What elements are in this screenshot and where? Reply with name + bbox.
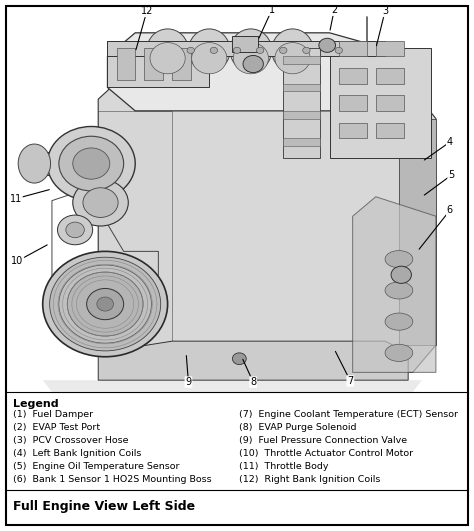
Ellipse shape	[385, 313, 413, 330]
Ellipse shape	[189, 29, 230, 72]
Bar	[329, 48, 431, 158]
Text: 7: 7	[347, 376, 354, 386]
Ellipse shape	[272, 29, 313, 72]
Ellipse shape	[319, 38, 336, 53]
Polygon shape	[399, 119, 436, 345]
Ellipse shape	[59, 265, 151, 343]
Ellipse shape	[280, 47, 287, 54]
Text: 6: 6	[447, 205, 453, 216]
Ellipse shape	[43, 251, 168, 357]
Bar	[376, 95, 403, 111]
Bar	[108, 41, 209, 88]
Bar	[283, 138, 320, 146]
Ellipse shape	[233, 47, 241, 54]
Ellipse shape	[147, 29, 189, 72]
Text: 3: 3	[382, 6, 388, 16]
Bar	[376, 68, 403, 83]
Bar	[117, 48, 135, 80]
Ellipse shape	[256, 47, 264, 54]
Ellipse shape	[59, 136, 124, 191]
Ellipse shape	[187, 47, 194, 54]
Polygon shape	[43, 380, 422, 392]
Bar	[339, 41, 366, 56]
Text: 12: 12	[141, 6, 153, 16]
Ellipse shape	[83, 188, 118, 217]
Ellipse shape	[57, 215, 92, 245]
Ellipse shape	[275, 42, 310, 74]
Text: 4: 4	[447, 137, 453, 147]
Text: Legend: Legend	[13, 399, 58, 409]
Bar	[283, 83, 320, 91]
Text: (12)  Right Bank Ignition Coils: (12) Right Bank Ignition Coils	[239, 475, 381, 484]
Text: (10)  Throttle Actuator Control Motor: (10) Throttle Actuator Control Motor	[239, 449, 413, 458]
Ellipse shape	[97, 297, 113, 311]
Bar	[376, 123, 403, 138]
Text: Full Engine View Left Side: Full Engine View Left Side	[13, 500, 195, 513]
Text: (2)  EVAP Test Port: (2) EVAP Test Port	[13, 423, 100, 432]
Ellipse shape	[233, 42, 268, 74]
Ellipse shape	[18, 144, 51, 183]
Ellipse shape	[243, 55, 264, 73]
Ellipse shape	[87, 288, 124, 320]
Bar	[376, 41, 403, 56]
Polygon shape	[98, 111, 172, 345]
Polygon shape	[108, 33, 385, 111]
Bar	[34, 152, 77, 175]
Text: (3)  PCV Crossover Hose: (3) PCV Crossover Hose	[13, 436, 128, 445]
Polygon shape	[98, 341, 408, 380]
Bar	[283, 56, 320, 64]
Bar	[283, 111, 320, 119]
Bar	[283, 48, 320, 158]
Text: (4)  Left Bank Ignition Coils: (4) Left Bank Ignition Coils	[13, 449, 141, 458]
Ellipse shape	[335, 47, 343, 54]
Text: 8: 8	[250, 377, 256, 387]
Text: (1)  Fuel Damper: (1) Fuel Damper	[13, 409, 93, 418]
Bar	[172, 48, 191, 80]
Ellipse shape	[232, 353, 246, 365]
Text: (6)  Bank 1 Sensor 1 HO2S Mounting Boss: (6) Bank 1 Sensor 1 HO2S Mounting Boss	[13, 475, 211, 484]
Ellipse shape	[385, 344, 413, 362]
Polygon shape	[98, 48, 436, 372]
Bar	[339, 68, 366, 83]
Ellipse shape	[73, 148, 110, 179]
Text: 9: 9	[185, 377, 191, 387]
Bar	[232, 36, 258, 53]
Text: 10: 10	[11, 256, 23, 266]
Text: (5)  Engine Oil Temperature Sensor: (5) Engine Oil Temperature Sensor	[13, 462, 179, 471]
Ellipse shape	[385, 251, 413, 268]
Text: (7)  Engine Coolant Temperature (ECT) Sensor: (7) Engine Coolant Temperature (ECT) Sen…	[239, 409, 458, 418]
Text: (8)  EVAP Purge Solenoid: (8) EVAP Purge Solenoid	[239, 423, 357, 432]
Text: 11: 11	[10, 194, 22, 204]
Text: (9)  Fuel Pressure Connection Valve: (9) Fuel Pressure Connection Valve	[239, 436, 408, 445]
Ellipse shape	[230, 29, 272, 72]
Ellipse shape	[66, 222, 84, 238]
Ellipse shape	[150, 42, 185, 74]
Ellipse shape	[191, 42, 227, 74]
Ellipse shape	[303, 47, 310, 54]
Ellipse shape	[47, 126, 135, 201]
Ellipse shape	[67, 272, 143, 336]
Text: 2: 2	[331, 5, 337, 15]
Ellipse shape	[73, 179, 128, 226]
Text: 1: 1	[269, 5, 275, 15]
Ellipse shape	[391, 266, 411, 284]
Text: (11)  Throttle Body: (11) Throttle Body	[239, 462, 329, 471]
Bar	[145, 48, 163, 80]
Bar	[339, 123, 366, 138]
Polygon shape	[353, 197, 436, 372]
Ellipse shape	[385, 282, 413, 299]
Text: 5: 5	[448, 170, 454, 180]
Bar	[108, 41, 385, 56]
Bar	[339, 95, 366, 111]
Ellipse shape	[50, 257, 161, 351]
Ellipse shape	[210, 47, 218, 54]
